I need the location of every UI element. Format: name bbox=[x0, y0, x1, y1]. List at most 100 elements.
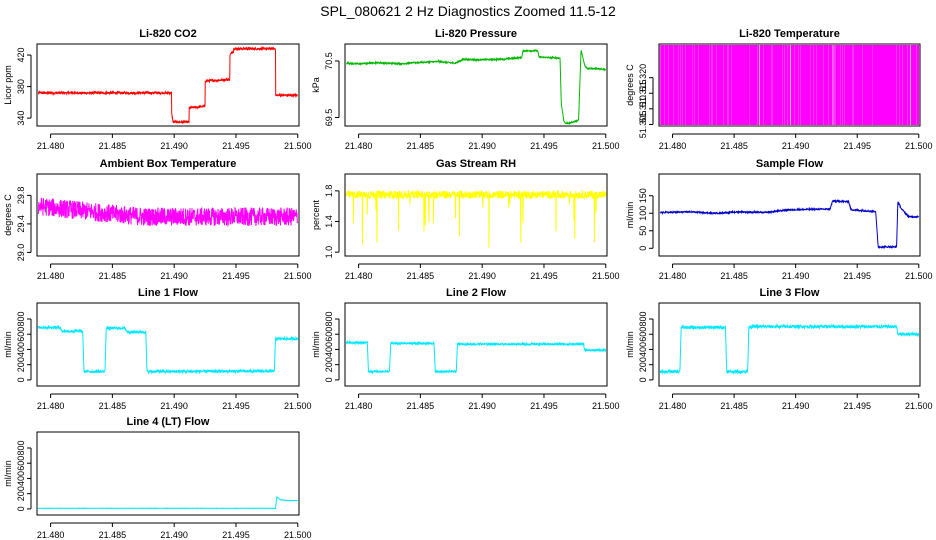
x-tick-label: 21.485 bbox=[99, 401, 127, 411]
plot-frame bbox=[36, 431, 300, 516]
y-tick-label: 400 bbox=[638, 342, 648, 357]
x-tick-label: 21.500 bbox=[284, 271, 312, 281]
chart-panel-7: Line 1 Flow ml/min 21.480 21.485 21.490 21.49… bbox=[3, 287, 312, 411]
x-tick-label: 21.485 bbox=[99, 530, 127, 540]
x-tick-label: 21.480 bbox=[345, 271, 373, 281]
chart-title: Ambient Box Temperature bbox=[100, 158, 237, 170]
y-axis-label: Licor ppm bbox=[3, 65, 13, 105]
y-tick-label: 0 bbox=[324, 377, 334, 382]
y-tick-label: 200 bbox=[16, 357, 26, 372]
y-tick-label: 70.5 bbox=[324, 52, 334, 70]
y-tick-label: 0 bbox=[638, 246, 648, 251]
x-tick-label: 21.490 bbox=[782, 271, 810, 281]
x-tick-label: 21.500 bbox=[284, 530, 312, 540]
y-tick-label: 400 bbox=[324, 342, 334, 357]
x-tick-label: 21.480 bbox=[345, 141, 373, 151]
x-tick-label: 21.490 bbox=[160, 271, 188, 281]
y-tick-label: 29.8 bbox=[16, 187, 26, 205]
y-tick-label: 51.315 bbox=[638, 79, 648, 107]
x-tick-label: 21.495 bbox=[530, 271, 558, 281]
x-tick-label: 21.490 bbox=[782, 401, 810, 411]
y-tick-label: 380 bbox=[16, 79, 26, 94]
x-tick-label: 21.490 bbox=[468, 271, 496, 281]
x-tick-label: 21.495 bbox=[222, 141, 250, 151]
x-tick-label: 21.495 bbox=[222, 530, 250, 540]
series-line bbox=[37, 324, 299, 375]
plot-frame bbox=[36, 173, 300, 257]
x-tick-label: 21.495 bbox=[843, 141, 871, 151]
y-tick-label: 29.0 bbox=[16, 244, 26, 262]
chart-title: Li-820 Pressure bbox=[435, 28, 517, 40]
y-axis-label: ml/min bbox=[625, 331, 635, 358]
y-tick-label: 800 bbox=[638, 311, 648, 326]
y-tick-label: 600 bbox=[16, 327, 26, 342]
y-tick-label: 51.305 bbox=[638, 111, 648, 139]
x-tick-label: 21.485 bbox=[720, 141, 748, 151]
x-tick-label: 21.485 bbox=[99, 141, 127, 151]
y-tick-label: 600 bbox=[638, 327, 648, 342]
plot-frame bbox=[344, 173, 608, 257]
x-tick-label: 21.490 bbox=[468, 141, 496, 151]
y-axis-label: ml/min bbox=[625, 202, 635, 229]
x-tick-label: 21.485 bbox=[720, 271, 748, 281]
x-tick-label: 21.480 bbox=[37, 141, 65, 151]
x-tick-label: 21.480 bbox=[659, 141, 687, 151]
y-tick-label: 420 bbox=[16, 48, 26, 63]
series-line bbox=[345, 339, 607, 375]
x-tick-label: 21.480 bbox=[37, 530, 65, 540]
x-tick-label: 21.485 bbox=[407, 271, 435, 281]
y-tick-label: 51.310 bbox=[638, 95, 648, 123]
y-tick-label: 1.4 bbox=[324, 215, 334, 228]
y-tick-label: 600 bbox=[16, 456, 26, 471]
chart-panel-9: Line 3 Flow ml/min 21.480 21.485 21.490 21.49… bbox=[625, 287, 933, 411]
y-axis-label: degrees C bbox=[625, 64, 635, 106]
x-tick-label: 21.490 bbox=[782, 141, 810, 151]
y-axis-label: ml/min bbox=[311, 331, 321, 358]
x-tick-label: 21.480 bbox=[659, 271, 687, 281]
y-tick-label: 400 bbox=[16, 471, 26, 486]
y-tick-label: 0 bbox=[638, 377, 648, 382]
x-tick-label: 21.500 bbox=[284, 141, 312, 151]
x-tick-label: 21.500 bbox=[592, 401, 620, 411]
chart-title: Gas Stream RH bbox=[436, 158, 516, 170]
y-tick-label: 29.4 bbox=[16, 215, 26, 233]
series-line bbox=[345, 48, 607, 126]
x-tick-label: 21.485 bbox=[407, 401, 435, 411]
x-tick-label: 21.490 bbox=[160, 401, 188, 411]
y-tick-label: 800 bbox=[16, 440, 26, 455]
x-tick-label: 21.480 bbox=[659, 401, 687, 411]
y-tick-label: 1.8 bbox=[324, 185, 334, 198]
y-tick-label: 1.0 bbox=[324, 246, 334, 259]
plot-frame bbox=[36, 43, 300, 127]
y-axis-label: kPa bbox=[311, 77, 321, 93]
y-axis-label: ml/min bbox=[3, 331, 13, 358]
y-tick-label: 200 bbox=[324, 357, 334, 372]
chart-title: Sample Flow bbox=[756, 158, 824, 170]
x-tick-label: 21.480 bbox=[345, 401, 373, 411]
chart-panel-8: Line 2 Flow ml/min 21.480 21.485 21.490 21.49… bbox=[311, 287, 620, 411]
x-tick-label: 21.495 bbox=[530, 401, 558, 411]
x-tick-label: 21.480 bbox=[37, 401, 65, 411]
x-tick-label: 21.500 bbox=[905, 271, 933, 281]
x-tick-label: 21.500 bbox=[905, 401, 933, 411]
series-line bbox=[345, 189, 607, 248]
y-tick-label: 51.320 bbox=[638, 64, 648, 92]
chart-title: Line 1 Flow bbox=[138, 287, 198, 299]
y-tick-label: 800 bbox=[324, 311, 334, 326]
series-line bbox=[659, 323, 919, 375]
y-tick-label: 800 bbox=[16, 311, 26, 326]
chart-title: Li-820 CO2 bbox=[139, 28, 196, 40]
x-tick-label: 21.490 bbox=[160, 530, 188, 540]
plot-frame bbox=[658, 173, 921, 257]
y-tick-label: 50 bbox=[638, 226, 648, 236]
series-line bbox=[660, 199, 920, 250]
y-axis-label: percent bbox=[311, 199, 321, 230]
x-tick-label: 21.495 bbox=[530, 141, 558, 151]
y-tick-label: 400 bbox=[16, 342, 26, 357]
chart-title: Li-820 Temperature bbox=[739, 28, 840, 40]
chart-panel-5: Gas Stream RH percent 21.480 21.485 21.490 21… bbox=[311, 158, 620, 281]
x-tick-label: 21.485 bbox=[407, 141, 435, 151]
x-tick-label: 21.495 bbox=[843, 401, 871, 411]
